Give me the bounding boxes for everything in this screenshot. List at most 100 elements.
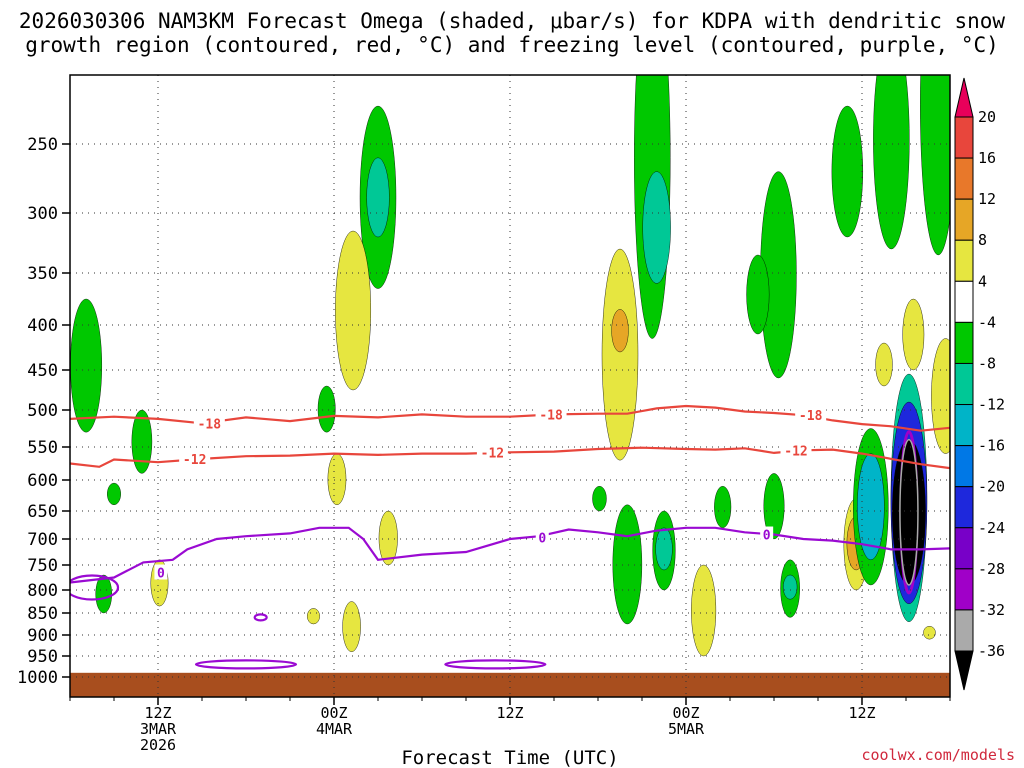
contour-label-1: -12 (183, 453, 206, 468)
colorbar-band-12 (954, 568, 974, 611)
contour-label-bg-0 (193, 415, 225, 431)
omega-shade-region-1 (131, 409, 153, 474)
contour-label-4: -18 (799, 409, 823, 424)
x-tick-label-3-0: 00Z (672, 704, 699, 722)
contour-label-8: 0 (763, 529, 771, 544)
omega-shade-region-9 (342, 601, 361, 652)
omega-shade-region-27 (782, 574, 798, 600)
x-tick-label-1-0: 00Z (320, 704, 347, 722)
contour-line-neg18 (70, 404, 950, 432)
colorbar-label--12: -12 (978, 396, 1005, 414)
colorbar-band-10 (954, 486, 974, 529)
colorbar-label--16: -16 (978, 437, 1005, 455)
x-tick-label-4-0: 12Z (848, 704, 875, 722)
omega-shade-region-0 (70, 298, 102, 433)
omega-shade-region-11 (307, 608, 320, 625)
y-tick-label-950: 950 (27, 647, 58, 667)
omega-shade-region-40 (923, 626, 936, 640)
omega-shade-region-23 (763, 473, 785, 540)
x-tick-label-2-0: 12Z (496, 704, 523, 722)
y-tick-label-500: 500 (27, 401, 58, 421)
contour-label-7: 0 (538, 531, 546, 546)
omega-shade-region-18 (612, 504, 643, 625)
contour-label-bg-2 (535, 406, 567, 422)
colorbar-band-5 (954, 280, 974, 323)
colorbar-band-6 (954, 321, 974, 364)
y-tick-label-250: 250 (27, 135, 58, 155)
omega-shade-region-33 (857, 453, 885, 561)
omega-shade-region-28 (831, 105, 864, 238)
omega-shade-region-17 (592, 486, 607, 512)
omega-shade-region-34 (875, 342, 893, 387)
contour-label-bg-8 (760, 526, 774, 542)
colorbar-label-16: 16 (978, 149, 996, 167)
freezing-loop-3 (253, 613, 268, 622)
y-tick-label-600: 600 (27, 471, 58, 491)
contour-label-bg-1 (179, 450, 211, 466)
colorbar-label--4: -4 (978, 313, 996, 331)
y-tick-label-550: 550 (27, 438, 58, 458)
colorbar-band-9 (954, 445, 974, 488)
y-tick-label-800: 800 (27, 581, 58, 601)
x-tick-label-0-2: 2026 (140, 736, 176, 754)
omega-shade-region-12 (317, 385, 336, 433)
x-axis-label: Forecast Time (UTC) (401, 747, 618, 768)
omega-shade-region-22 (714, 486, 732, 529)
colorbar-band-3 (954, 198, 974, 241)
y-tick-label-400: 400 (27, 316, 58, 336)
x-tick-label-0-1: 3MAR (140, 720, 177, 738)
colorbar-label--8: -8 (978, 354, 996, 372)
colorbar-label-8: 8 (978, 231, 987, 249)
ground-surface (70, 672, 950, 697)
x-tick-label-1-1: 4MAR (316, 720, 353, 738)
colorbar-band-2 (954, 157, 974, 200)
omega-shade-region-7 (327, 453, 347, 506)
colorbar-label--24: -24 (978, 519, 1005, 537)
colorbar-band-4 (954, 239, 974, 282)
y-tick-label-900: 900 (27, 626, 58, 646)
omega-shade-region-38 (902, 298, 925, 371)
contour-label-bg-4 (795, 407, 827, 423)
omega-shade-region-41 (920, 75, 950, 256)
omega-shade-region-29 (873, 75, 910, 250)
colorbar-band-13 (954, 609, 974, 652)
chart-title-line1: 2026030306 NAM3KM Forecast Omega (shaded… (19, 9, 1006, 33)
omega-shade-region-21 (691, 564, 717, 657)
y-tick-label-750: 750 (27, 556, 58, 576)
ground-fill (70, 672, 950, 697)
contour-label-2: -18 (539, 408, 563, 423)
y-tick-label-850: 850 (27, 604, 58, 624)
freezing-loop-0 (70, 574, 120, 601)
omega-shade-region-14 (611, 309, 629, 353)
omega-shade-region-25 (746, 254, 770, 335)
omega-shade-region-20 (655, 527, 673, 571)
colorbar-bottom-triangle (954, 650, 974, 691)
x-tick-label-0-0: 12Z (144, 704, 171, 722)
freezing-loop-2 (444, 659, 547, 670)
y-tick-label-350: 350 (27, 264, 58, 284)
colorbar-label--36: -36 (978, 642, 1005, 660)
contour-line-0 (70, 526, 950, 584)
contour-label-bg-6 (154, 564, 168, 580)
colorbar-label-4: 4 (978, 272, 987, 290)
y-tick-label-700: 700 (27, 530, 58, 550)
colorbar-label--28: -28 (978, 560, 1005, 578)
omega-shade-region-16 (642, 171, 671, 284)
y-tick-label-300: 300 (27, 204, 58, 224)
colorbar-label-20: 20 (978, 108, 996, 126)
colorbar-band-11 (954, 527, 974, 570)
contour-label-6: 0 (157, 567, 165, 582)
contour-lines (70, 404, 950, 670)
contour-label-bg-3 (476, 444, 508, 460)
colorbar-label--20: -20 (978, 478, 1005, 496)
y-tick-label-450: 450 (27, 361, 58, 381)
x-tick-label-3-1: 5MAR (668, 720, 705, 738)
colorbar-band-7 (954, 362, 974, 406)
colorbar-label-12: 12 (978, 190, 996, 208)
omega-shade-region-6 (335, 230, 371, 391)
contour-label-0: -18 (198, 417, 222, 432)
omega-shade-region-2 (107, 482, 121, 506)
omega-shade-region-13 (601, 248, 639, 461)
y-tick-label-1000: 1000 (17, 668, 58, 688)
